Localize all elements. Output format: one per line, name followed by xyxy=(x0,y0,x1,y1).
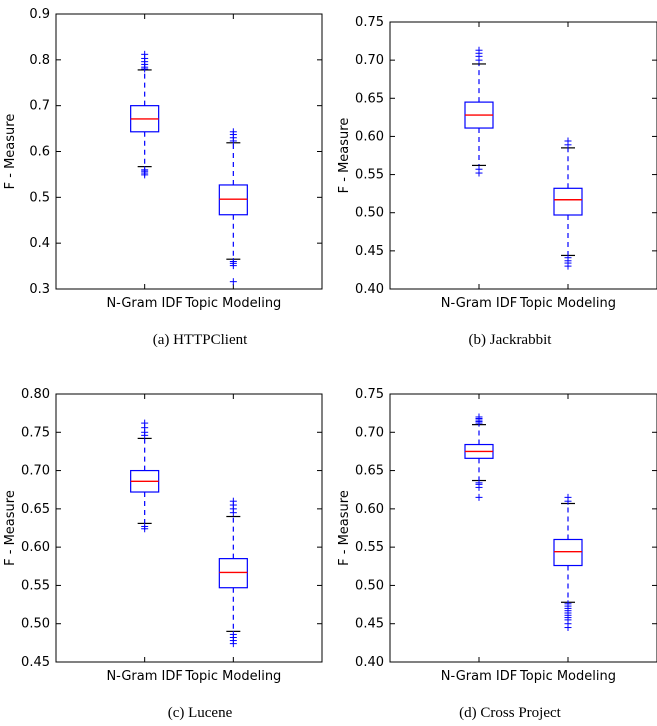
y-tick-label: 0.55 xyxy=(355,540,384,555)
y-tick-label: 0.45 xyxy=(355,244,384,259)
caption-d: (d) Cross Project xyxy=(459,705,561,721)
x-tick-label: N-Gram IDF xyxy=(106,296,182,311)
y-tick-label: 0.3 xyxy=(29,282,50,297)
y-tick-label: 0.5 xyxy=(29,190,50,205)
y-tick-label: 0.55 xyxy=(355,168,384,183)
chart-panel-0: 0.3 0.4 0.5 0.6 0.7 0.8 0.9 N-Gram IDF Topic Mod… xyxy=(3,7,323,311)
outlier-marker xyxy=(564,137,572,145)
x-tick-label: N-Gram IDF xyxy=(441,296,517,311)
y-tick-label: 0.7 xyxy=(29,99,50,114)
y-tick-label: 0.70 xyxy=(355,53,384,68)
caption-a: (a) HTTPClient xyxy=(152,332,248,348)
y-tick-label: 0.45 xyxy=(355,617,384,632)
y-axis-label: F - Measure xyxy=(337,490,352,566)
y-tick-label: 0.4 xyxy=(29,236,50,251)
outlier-marker xyxy=(475,479,483,487)
box-iqr xyxy=(553,538,583,567)
y-tick-label: 0.6 xyxy=(29,145,50,160)
y-tick-label: 0.9 xyxy=(29,7,50,22)
outlier-marker xyxy=(229,630,237,638)
plot-frame xyxy=(55,13,323,290)
y-tick-label: 0.60 xyxy=(21,540,50,555)
y-tick-label: 0.60 xyxy=(355,502,384,517)
plot-frame xyxy=(389,21,657,290)
x-tick-label: Topic Modeling xyxy=(519,669,616,684)
plot-frame xyxy=(389,393,657,663)
y-tick-label: 0.45 xyxy=(21,655,50,670)
outlier-marker xyxy=(564,600,572,608)
outlier-marker xyxy=(475,165,483,173)
y-tick-label: 0.55 xyxy=(21,578,50,593)
outlier-marker xyxy=(475,413,483,421)
y-tick-label: 0.75 xyxy=(21,425,50,440)
y-tick-label: 0.8 xyxy=(29,53,50,68)
outlier-marker xyxy=(229,278,237,286)
caption-c: (c) Lucene xyxy=(167,705,233,721)
y-tick-label: 0.40 xyxy=(355,655,384,670)
y-tick-label: 0.65 xyxy=(355,91,384,106)
outlier-marker xyxy=(475,46,483,54)
y-axis-label: F - Measure xyxy=(337,118,352,194)
y-tick-label: 0.70 xyxy=(21,464,50,479)
chart-panel-2: 0.45 0.50 0.55 0.60 0.65 0.70 0.75 0.80 N-Gram I… xyxy=(3,387,323,684)
y-tick-label: 0.75 xyxy=(355,387,384,402)
caption-b: (b) Jackrabbit xyxy=(468,332,552,348)
chart-panel-3: 0.40 0.45 0.50 0.55 0.60 0.65 0.70 0.75 N-Gram I… xyxy=(337,387,657,684)
y-tick-label: 0.50 xyxy=(21,617,50,632)
y-tick-label: 0.70 xyxy=(355,425,384,440)
y-tick-label: 0.60 xyxy=(355,129,384,144)
y-tick-label: 0.50 xyxy=(355,206,384,221)
outlier-marker xyxy=(475,493,483,501)
outlier-marker xyxy=(229,497,237,505)
y-tick-label: 0.75 xyxy=(355,15,384,30)
x-tick-label: Topic Modeling xyxy=(184,669,281,684)
y-tick-label: 0.65 xyxy=(21,502,50,517)
y-axis-label: F - Measure xyxy=(3,490,18,566)
box-iqr xyxy=(553,187,583,216)
y-tick-label: 0.40 xyxy=(355,282,384,297)
outlier-marker xyxy=(141,419,149,427)
x-tick-label: Topic Modeling xyxy=(519,296,616,311)
outlier-marker xyxy=(141,522,149,530)
outlier-marker xyxy=(229,258,237,265)
outlier-marker xyxy=(564,493,572,501)
x-tick-label: Topic Modeling xyxy=(184,296,281,311)
plot-frame xyxy=(55,393,323,663)
y-tick-label: 0.80 xyxy=(21,387,50,402)
outlier-marker xyxy=(141,166,149,174)
outlier-marker xyxy=(564,254,572,262)
x-tick-label: N-Gram IDF xyxy=(441,669,517,684)
chart-panel-1: 0.40 0.45 0.50 0.55 0.60 0.65 0.70 0.75 N-Gram I… xyxy=(337,15,657,311)
x-tick-label: N-Gram IDF xyxy=(106,669,182,684)
y-axis-label: F - Measure xyxy=(3,114,18,190)
y-tick-label: 0.50 xyxy=(355,578,384,593)
box-iqr xyxy=(218,558,248,589)
outlier-marker xyxy=(229,128,237,136)
outlier-marker xyxy=(141,50,149,58)
y-tick-label: 0.65 xyxy=(355,464,384,479)
